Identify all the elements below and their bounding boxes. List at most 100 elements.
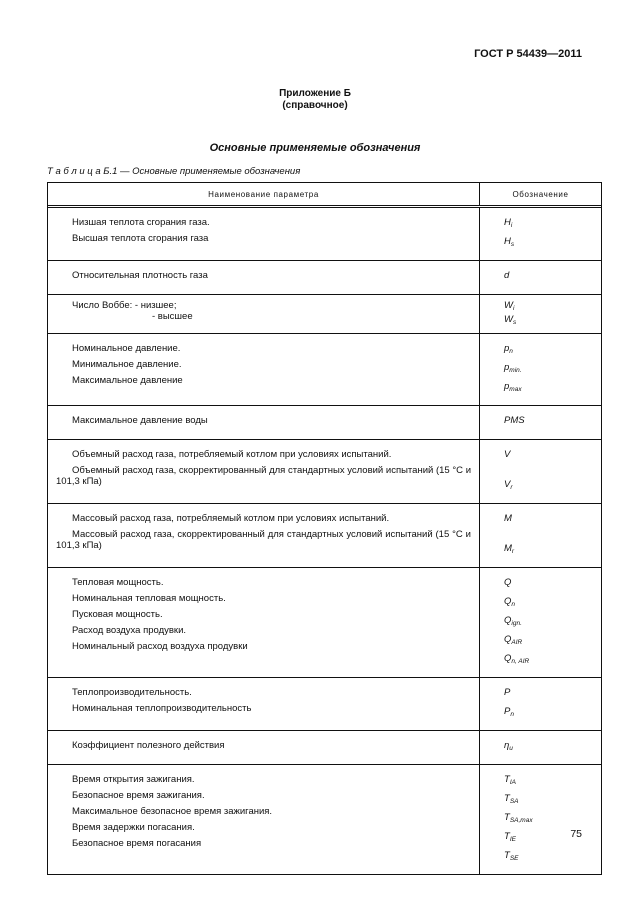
table-row-group: Теплопроизводительность. Номинальная тепл… bbox=[48, 677, 601, 730]
parameter-symbol: QAIR bbox=[480, 634, 601, 648]
symbol-base: Q bbox=[504, 596, 512, 607]
parameter-symbol: TIE bbox=[480, 831, 601, 845]
symbol-base: P bbox=[504, 687, 511, 698]
table-row-group: Низшая теплота сгорания газа. Высшая тепл… bbox=[48, 208, 601, 260]
table-caption: Т а б л и ц а Б.1 — Основные применяемые… bbox=[47, 166, 300, 177]
parameter-symbol: Vr bbox=[480, 479, 601, 493]
table-row-group: Максимальное давление воды PMS bbox=[48, 405, 601, 439]
column-header-parameter: Наименование параметра bbox=[48, 183, 480, 205]
table-row-group: Объемный расход газа, потребляемый котло… bbox=[48, 439, 601, 503]
symbol-base: p bbox=[504, 362, 510, 373]
parameter-symbol: Qn, AIR bbox=[480, 653, 601, 667]
symbol-cell: TIA TSA TSA,max TIE TSE bbox=[480, 765, 601, 874]
symbol-base: Q bbox=[504, 634, 512, 645]
symbol-cell: Wi Ws bbox=[480, 295, 601, 333]
parameter-symbol: pmin. bbox=[480, 362, 601, 376]
parameter-symbol: Qn bbox=[480, 596, 601, 610]
parameter-name: Массовый расход газа, скорректированный … bbox=[56, 529, 471, 551]
parameter-symbol: TSA,max bbox=[480, 812, 601, 826]
symbol-subscript: AIR bbox=[511, 639, 523, 646]
symbol-subscript: s bbox=[510, 241, 515, 248]
symbol-base: M bbox=[504, 513, 512, 524]
parameter-name: Пусковая мощность. bbox=[72, 609, 163, 620]
symbol-base: V bbox=[504, 479, 511, 490]
parameter-name: Объемный расход газа, потребляемый котло… bbox=[72, 449, 392, 460]
symbol-base: η bbox=[504, 740, 510, 751]
symbol-cell: V Vr bbox=[480, 440, 601, 503]
parameter-symbol: Ws bbox=[480, 314, 601, 328]
parameter-cell: Объемный расход газа, потребляемый котло… bbox=[48, 440, 480, 503]
parameter-name: Относительная плотность газа bbox=[72, 270, 208, 281]
parameter-name: Номинальный расход воздуха продувки bbox=[72, 641, 248, 652]
annex-title: Приложение Б bbox=[279, 88, 351, 99]
symbol-base: d bbox=[504, 270, 510, 281]
parameter-cell: Тепловая мощность. Номинальная тепловая м… bbox=[48, 568, 480, 677]
symbol-base: p bbox=[504, 381, 510, 392]
symbol-base: Q bbox=[504, 615, 512, 626]
symbol-subscript: n bbox=[509, 348, 513, 355]
symbol-base: M bbox=[504, 543, 512, 554]
symbol-subscript: n bbox=[511, 601, 516, 608]
parameter-cell: Максимальное давление воды bbox=[48, 406, 480, 439]
column-header-symbol: Обозначение bbox=[512, 189, 569, 199]
annex-heading: Приложение Б (справочное) bbox=[0, 88, 630, 112]
parameter-cell: Относительная плотность газа bbox=[48, 261, 480, 294]
symbol-subscript: IA bbox=[509, 779, 516, 786]
parameter-name: Номинальное давление. bbox=[72, 343, 181, 354]
symbol-base: PMS bbox=[504, 415, 525, 426]
symbol-base: Q bbox=[504, 577, 512, 588]
symbol-base: P bbox=[504, 706, 511, 717]
section-title: Основные применяемые обозначения bbox=[209, 142, 421, 154]
symbol-subscript: max bbox=[509, 386, 522, 393]
parameter-symbol: Hi bbox=[480, 217, 601, 231]
caption-prefix: Т а б л и ц а bbox=[47, 166, 101, 177]
parameter-symbol: Hs bbox=[480, 236, 601, 250]
parameter-name: Номинальная теплопроизводительность bbox=[72, 703, 252, 714]
symbol-cell: P Pn bbox=[480, 678, 601, 730]
symbol-cell: M Mr bbox=[480, 504, 601, 567]
parameter-symbol: Mr bbox=[480, 543, 601, 557]
parameter-symbol: Q bbox=[480, 577, 601, 591]
symbol-base: T bbox=[504, 812, 510, 823]
parameter-name: Номинальная тепловая мощность. bbox=[72, 593, 226, 604]
symbol-subscript: ign. bbox=[511, 620, 522, 627]
parameter-name: Безопасное время погасания bbox=[72, 838, 202, 849]
parameter-name: Число Воббе: - низшее; bbox=[72, 300, 177, 311]
parameter-symbol: TIA bbox=[480, 774, 601, 788]
symbol-cell: Q Qn Qign. QAIR Qn, AIR bbox=[480, 568, 601, 677]
parameter-name: Максимальное давление bbox=[72, 375, 183, 386]
symbol-subscript: SE bbox=[509, 855, 519, 862]
parameter-symbol: ηu bbox=[480, 740, 601, 754]
symbol-cell: Hi Hs bbox=[480, 208, 601, 260]
parameter-symbol: pmax bbox=[480, 381, 601, 395]
table-row-group: Время открытия зажигания. Безопасное врем… bbox=[48, 764, 601, 874]
symbol-subscript: u bbox=[509, 745, 513, 752]
table-row-group: Массовый расход газа, потребляемый котло… bbox=[48, 503, 601, 567]
symbol-cell: ηu bbox=[480, 731, 601, 764]
parameter-name: Максимальное безопасное время зажигания. bbox=[72, 806, 273, 817]
parameter-cell: Теплопроизводительность. Номинальная тепл… bbox=[48, 678, 480, 730]
parameter-name: Массовый расход газа, потребляемый котло… bbox=[72, 513, 390, 524]
symbol-subscript: s bbox=[512, 319, 517, 326]
symbol-base: W bbox=[504, 300, 513, 311]
symbol-subscript: i bbox=[512, 305, 515, 312]
parameter-cell: Время открытия зажигания. Безопасное врем… bbox=[48, 765, 480, 874]
table-header: Наименование параметра Обозначение bbox=[48, 183, 601, 208]
table-row-group: Коэффициент полезного действия ηu bbox=[48, 730, 601, 764]
parameter-name: Высшая теплота сгорания газа bbox=[72, 233, 209, 244]
symbol-base: T bbox=[504, 793, 510, 804]
standard-number: ГОСТ Р 54439—2011 bbox=[474, 48, 582, 60]
symbol-base: T bbox=[504, 831, 510, 842]
table-row-group: Номинальное давление. Минимальное давлени… bbox=[48, 333, 601, 405]
parameter-name: Безопасное время зажигания. bbox=[72, 790, 205, 801]
parameter-symbol: d bbox=[480, 270, 601, 284]
parameter-symbol: Wi bbox=[480, 300, 601, 314]
parameter-symbol: P bbox=[480, 687, 601, 701]
symbol-subscript: n bbox=[510, 711, 514, 718]
parameter-name: Минимальное давление. bbox=[72, 359, 182, 370]
symbol-cell: d bbox=[480, 261, 601, 294]
parameter-cell: Массовый расход газа, потребляемый котло… bbox=[48, 504, 480, 567]
parameter-symbol: TSA bbox=[480, 793, 601, 807]
annex-type: (справочное) bbox=[282, 100, 348, 111]
parameter-name: Объемный расход газа, скорректированный … bbox=[56, 465, 471, 487]
